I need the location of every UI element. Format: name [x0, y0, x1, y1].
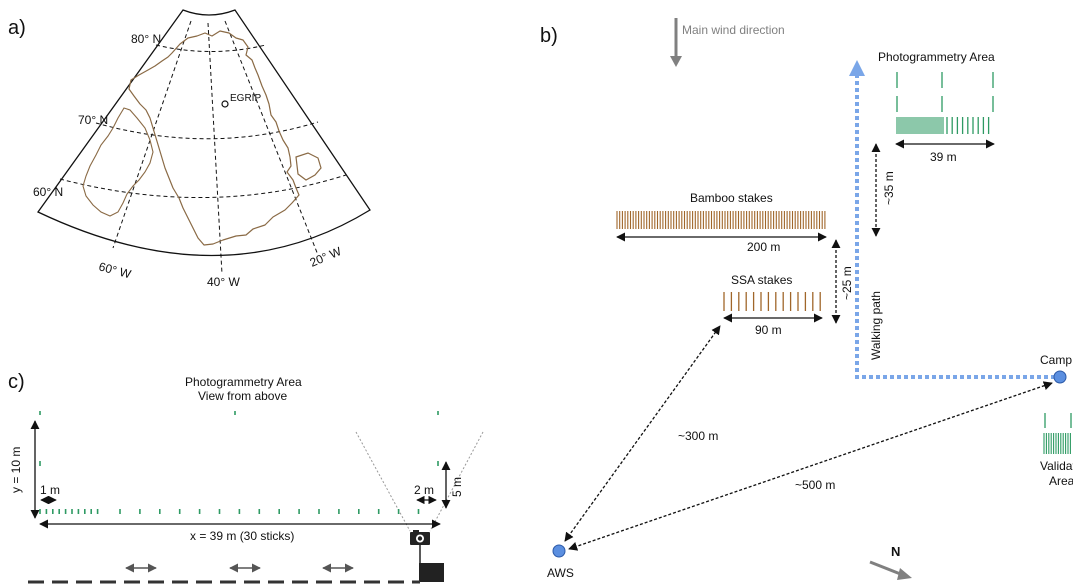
one-m-label: 1 m: [40, 483, 60, 497]
lat-label-60n: 60° N: [33, 185, 63, 199]
gap-35-label: ~35 m: [882, 171, 896, 205]
panel-b: b) Main wind direction Walking path Phot…: [540, 18, 1073, 580]
island-coastline: [295, 152, 322, 181]
lon-label-60w: 60° W: [97, 259, 133, 281]
distance-500-line: [568, 381, 1053, 551]
photogrammetry-width-label: 39 m: [930, 150, 957, 164]
ssa-stakes-label: SSA stakes: [731, 273, 792, 287]
egrip-marker: [221, 100, 229, 108]
aws-marker: [552, 544, 566, 558]
validation-area-stakes: [1043, 413, 1072, 454]
distance-500-label: ~500 m: [795, 478, 835, 492]
photogrammetry-sticks-c: [39, 411, 439, 514]
map-graticule: [59, 20, 347, 275]
lon-label-40w: 40° W: [207, 275, 240, 289]
bamboo-length-label: 200 m: [747, 240, 780, 254]
walking-path: [849, 60, 1055, 379]
camera-icon: [410, 530, 430, 545]
panel-b-label: b): [540, 25, 558, 47]
bamboo-stakes-label: Bamboo stakes: [690, 191, 773, 205]
panel-c-title-line2: View from above: [198, 389, 287, 403]
camp-label: Camp: [1040, 353, 1072, 367]
five-m-label: 5 m: [450, 477, 464, 497]
egrip-label: EGRIP: [230, 93, 261, 104]
x-dimension-label: x = 39 m (30 sticks): [190, 529, 294, 543]
bamboo-stakes: [616, 211, 826, 229]
ssa-stakes: [723, 292, 821, 311]
walking-path-label: Walking path: [869, 291, 883, 360]
distance-300-label: ~300 m: [678, 429, 718, 443]
lat-label-80n: 80° N: [131, 32, 161, 46]
two-m-label: 2 m: [414, 483, 434, 497]
aws-label: AWS: [547, 566, 574, 580]
validation-label-line2: Area: [1049, 474, 1073, 488]
panel-a: a) EGRIP 80° N 70° N 60° N 60° W 40° W 2…: [8, 9, 371, 289]
photogrammetry-area-label: Photogrammetry Area: [878, 50, 995, 64]
gap-25-label: ~25 m: [840, 266, 854, 300]
y-dimension-label: y = 10 m: [9, 447, 23, 493]
panel-c-title-line1: Photogrammetry Area: [185, 375, 302, 389]
greenland-coastline: [128, 30, 300, 246]
north-label: N: [891, 544, 900, 559]
camera-cart: [419, 563, 444, 582]
camera-view-cone: [355, 431, 484, 532]
validation-label-line1: Validation: [1040, 459, 1073, 473]
lat-label-70n: 70° N: [78, 113, 108, 127]
lon-label-20w: 20° W: [308, 244, 344, 270]
photogrammetry-stakes-b: [896, 72, 994, 134]
wind-arrow: [670, 18, 682, 67]
western-coastline-detail: [82, 107, 154, 217]
ssa-length-label: 90 m: [755, 323, 782, 337]
north-arrow: [869, 560, 912, 580]
panel-c-label: c): [8, 371, 25, 393]
camp-marker: [1053, 370, 1067, 384]
wind-label: Main wind direction: [682, 23, 785, 37]
panel-a-label: a): [8, 17, 26, 39]
map-frame: [37, 9, 371, 257]
panel-c: c) Photogrammetry Area View from above y…: [8, 371, 484, 584]
